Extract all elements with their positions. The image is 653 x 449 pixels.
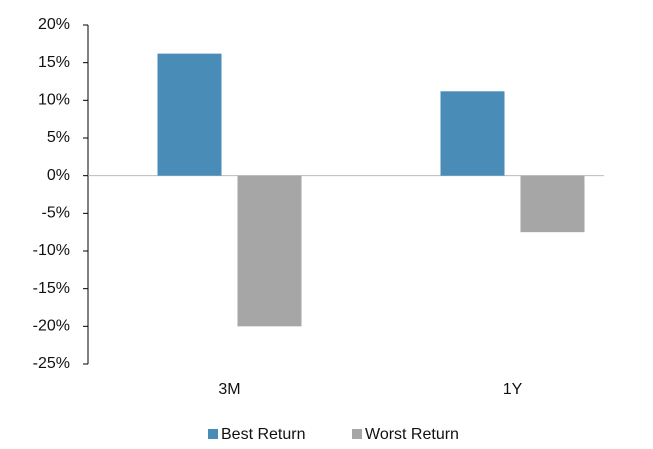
y-tick-label: -10%	[33, 242, 70, 259]
legend-label: Best Return	[221, 426, 305, 443]
x-tick-label: 3M	[218, 381, 240, 398]
y-tick-label: -15%	[33, 280, 70, 297]
legend-label: Worst Return	[365, 426, 459, 443]
legend-swatch	[208, 429, 218, 439]
y-tick-label: -25%	[33, 355, 70, 372]
y-tick-label: 20%	[38, 16, 70, 33]
y-tick-label: 10%	[38, 92, 70, 109]
legend-swatch	[352, 429, 362, 439]
y-tick-label: -5%	[42, 205, 70, 222]
y-tick-label: 0%	[47, 167, 70, 184]
bar	[237, 175, 302, 327]
bar	[440, 91, 505, 176]
y-tick-label: -20%	[33, 318, 70, 335]
y-tick-label: 15%	[38, 54, 70, 71]
y-tick-label: 5%	[47, 129, 70, 146]
bar	[520, 175, 585, 233]
x-tick-label: 1Y	[503, 381, 523, 398]
bar	[157, 53, 222, 176]
